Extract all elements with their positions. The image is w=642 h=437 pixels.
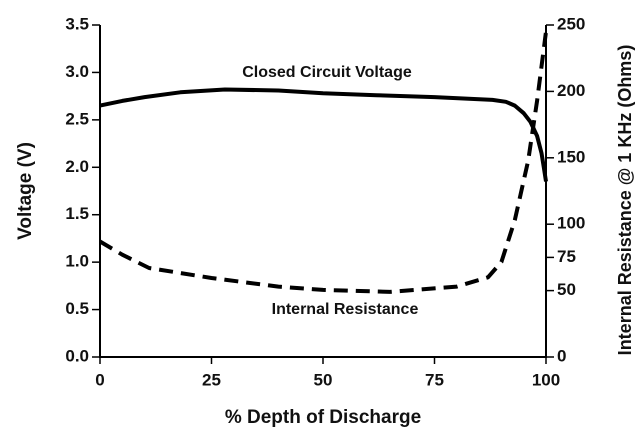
y2-tick-label: 0 xyxy=(557,346,566,365)
annotation: Internal Resistance xyxy=(272,301,419,318)
y-tick-label: 3.0 xyxy=(65,62,89,81)
x-tick-label: 50 xyxy=(314,370,333,389)
y-tick-label: 0.5 xyxy=(65,299,89,318)
y-tick-label: 1.0 xyxy=(65,252,89,271)
x-axis-label: % Depth of Discharge xyxy=(225,407,421,428)
y-axis-label: Voltage (V) xyxy=(15,142,36,240)
y2-tick-label: 150 xyxy=(557,147,585,166)
x-tick-label: 25 xyxy=(202,370,221,389)
y2-tick-label: 50 xyxy=(557,280,576,299)
y-tick-label: 2.0 xyxy=(65,157,89,176)
series-line xyxy=(98,31,548,294)
y-tick-label: 0.0 xyxy=(65,346,89,365)
series-line xyxy=(99,87,548,182)
y-tick-label: 2.5 xyxy=(65,109,89,128)
y2-axis-label: Internal Resistance @ 1 KHz (Ohms) xyxy=(615,45,635,356)
y-tick-label: 1.5 xyxy=(65,204,89,223)
y2-tick-label: 100 xyxy=(557,214,585,233)
x-tick-label: 0 xyxy=(95,370,104,389)
annotation: Closed Circuit Voltage xyxy=(242,64,412,81)
y2-tick-label: 200 xyxy=(557,81,585,100)
y-tick-label: 3.5 xyxy=(65,14,89,33)
y2-tick-label: 75 xyxy=(557,247,576,266)
x-tick-label: 75 xyxy=(425,370,444,389)
x-tick-label: 100 xyxy=(532,370,560,389)
y2-tick-label: 250 xyxy=(557,14,585,33)
